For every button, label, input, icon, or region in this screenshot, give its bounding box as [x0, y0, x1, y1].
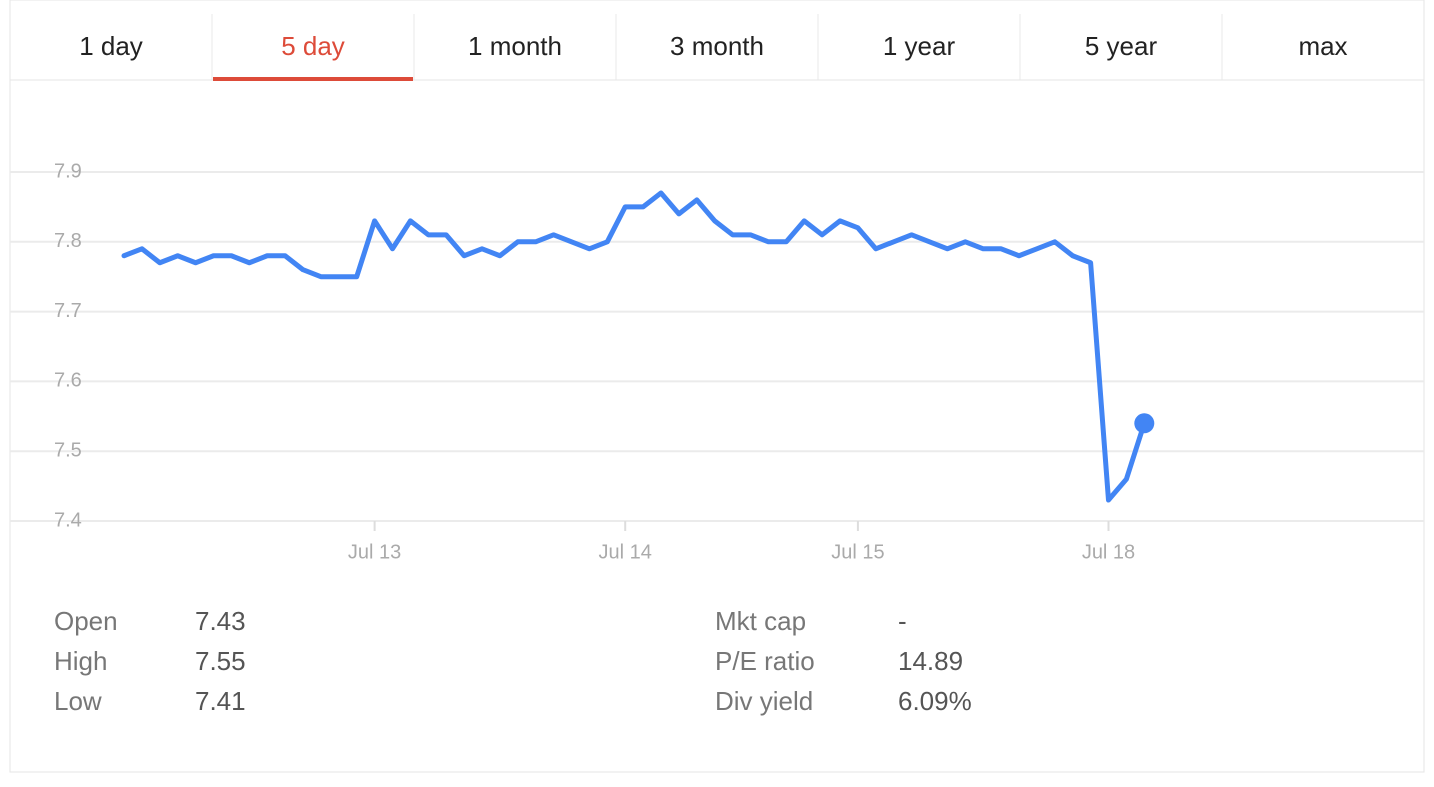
stat-value: 7.55 — [195, 646, 246, 676]
stat-value: - — [898, 606, 907, 636]
stat-value: 6.09% — [898, 686, 972, 716]
y-tick-label: 7.9 — [54, 160, 82, 182]
y-tick-label: 7.7 — [54, 300, 82, 322]
stat-value: 14.89 — [898, 646, 963, 676]
stat-label: Mkt cap — [715, 606, 806, 636]
tab[interactable]: 1 month — [468, 31, 562, 61]
last-price-dot — [1134, 413, 1155, 434]
stat-label: Low — [54, 686, 102, 716]
active-tab-underline — [213, 77, 413, 81]
x-tick-label: Jul 13 — [348, 541, 401, 563]
tab[interactable]: max — [1298, 31, 1347, 61]
stat-value: 7.43 — [195, 606, 246, 636]
stat-label: P/E ratio — [715, 646, 815, 676]
x-tick-label: Jul 18 — [1082, 541, 1135, 563]
stat-label: High — [54, 646, 107, 676]
card — [9, 0, 1425, 773]
tab[interactable]: 3 month — [670, 31, 764, 61]
stat-label: Open — [54, 606, 118, 636]
tab[interactable]: 5 day — [281, 31, 345, 61]
x-tick-label: Jul 14 — [599, 541, 652, 563]
tab[interactable]: 5 year — [1085, 31, 1158, 61]
tab[interactable]: 1 day — [79, 31, 143, 61]
y-tick-label: 7.4 — [54, 509, 82, 531]
tab[interactable]: 1 year — [883, 31, 956, 61]
x-tick-label: Jul 15 — [831, 541, 884, 563]
stat-value: 7.41 — [195, 686, 246, 716]
y-tick-label: 7.5 — [54, 439, 82, 461]
price-line — [121, 190, 1147, 503]
y-tick-label: 7.8 — [54, 230, 82, 252]
y-tick-label: 7.6 — [54, 370, 82, 392]
stat-label: Div yield — [715, 686, 813, 716]
